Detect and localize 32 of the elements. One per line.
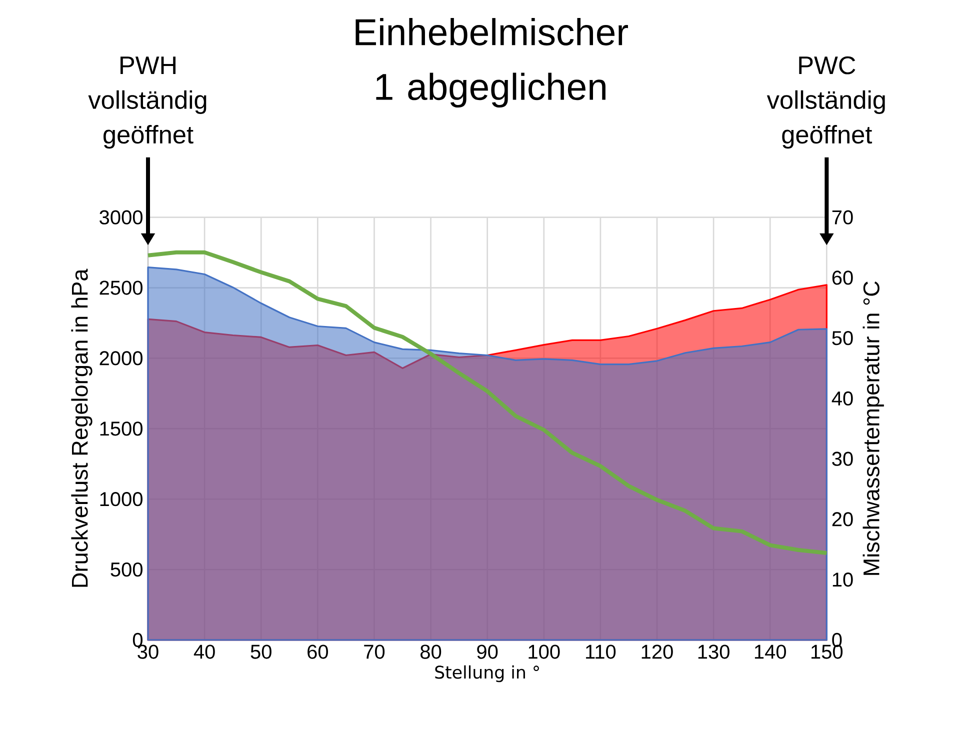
- text: PWC vollständig geöffnet: [766, 56, 885, 148]
- x-axis-title: Stellung in °: [435, 665, 539, 682]
- x-tick-label: 50: [250, 644, 272, 659]
- y-tick-label: 2500: [100, 280, 142, 295]
- y2-tick-label: 10: [832, 572, 853, 587]
- y2-tick-label: 70: [832, 210, 853, 224]
- x-tick-label: 130: [698, 644, 730, 659]
- y2-tick-label: 30: [832, 452, 853, 466]
- x-tick-label: 100: [528, 644, 560, 659]
- y2-tick-label: 50: [832, 330, 853, 346]
- x-tick-label: 90: [477, 644, 498, 659]
- y-tick-label: 0: [132, 632, 143, 647]
- y-tick-label: 500: [110, 562, 142, 576]
- y2-tick-label: 40: [832, 391, 853, 406]
- chart-title: Einhebelmischer 1 abgeglichen: [356, 18, 628, 108]
- text: PWH vollständig geöffnet: [88, 56, 206, 148]
- x-tick-label: 60: [308, 644, 328, 659]
- x-tick-label: 40: [194, 644, 215, 659]
- y2-tick-label: 60: [832, 270, 853, 285]
- x-tick-label: 110: [586, 644, 616, 659]
- y-tick-label: 2000: [100, 350, 142, 366]
- x-tick-label: 120: [642, 644, 673, 659]
- y-tick-label: 1000: [100, 492, 142, 506]
- x-tick-label: 80: [420, 644, 442, 659]
- y-tick-label: 1500: [100, 421, 142, 436]
- line-series: [146, 250, 829, 555]
- y2-axis-title: Mischwassertemperatur in °C: [862, 281, 884, 575]
- x-tick-label: 140: [754, 644, 786, 659]
- x-tick-label: 70: [364, 644, 385, 659]
- y2-tick-label: 20: [832, 512, 853, 526]
- y-tick-label: 3000: [100, 210, 142, 224]
- y-axis-title: Druckverlust Regelorgan in hPa: [71, 268, 92, 587]
